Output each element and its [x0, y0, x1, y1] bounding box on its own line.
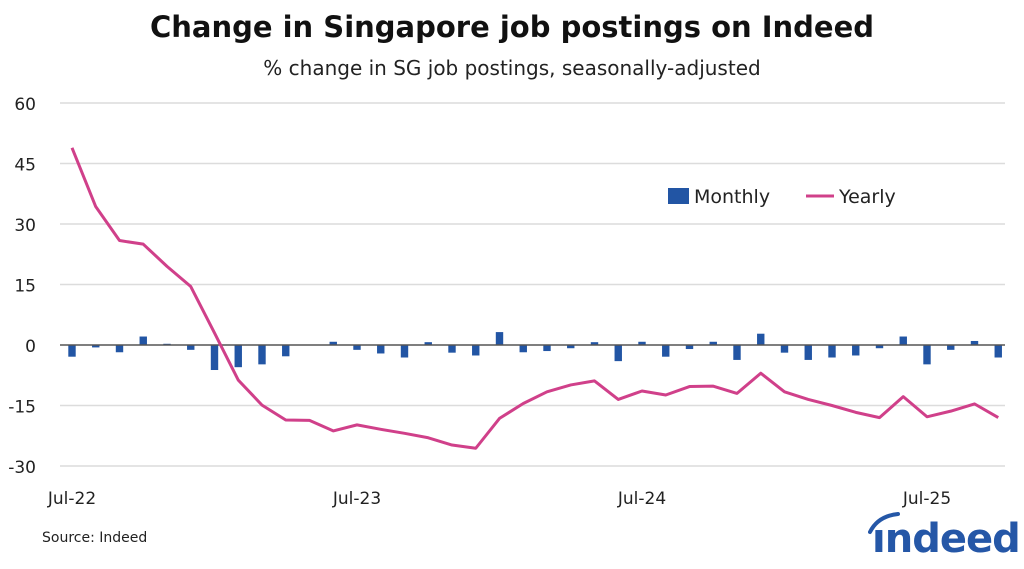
x-tick-label: Jul-23 [332, 489, 381, 509]
monthly-bar [590, 342, 599, 345]
monthly-bar [329, 341, 337, 345]
monthly-bar [543, 345, 551, 352]
x-tick-label: Jul-25 [902, 489, 951, 509]
monthly-bar [899, 336, 907, 345]
monthly-bar [472, 345, 480, 356]
monthly-bar [733, 345, 741, 360]
monthly-bar [662, 345, 670, 357]
monthly-bar [780, 345, 789, 353]
monthly-bar [68, 345, 76, 357]
y-tick-label: 45 [14, 156, 36, 176]
monthly-bar [828, 345, 836, 358]
y-tick-label: -30 [8, 458, 36, 478]
monthly-bar [234, 345, 242, 368]
monthly-bar [685, 345, 694, 350]
monthly-bar [567, 345, 575, 349]
monthly-bar [424, 342, 432, 345]
chart-subtitle: % change in SG job postings, seasonally-… [263, 56, 761, 80]
monthly-bar [258, 345, 266, 365]
indeed-logo: ındeed [868, 510, 1021, 569]
monthly-bar [210, 345, 219, 371]
monthly-bar [852, 345, 860, 356]
source-note: Source: Indeed [42, 530, 148, 546]
monthly-bar [353, 345, 361, 350]
y-tick-label: -15 [8, 398, 36, 418]
monthly-bar [994, 345, 1002, 358]
monthly-bar [400, 345, 409, 358]
monthly-bar [757, 333, 765, 345]
monthly-bar [923, 345, 931, 365]
monthly-bar [187, 345, 195, 350]
monthly-bar [495, 332, 504, 345]
monthly-bar [709, 341, 717, 345]
legend-label-yearly: Yearly [838, 186, 896, 208]
monthly-bar [614, 345, 622, 362]
chart-title: Change in Singapore job postings on Inde… [149, 10, 875, 44]
x-tick-label: Jul-22 [47, 489, 96, 509]
y-tick-label: 15 [14, 277, 36, 297]
monthly-bar [92, 345, 100, 348]
monthly-bar [804, 345, 812, 360]
legend-swatch-monthly [668, 188, 689, 204]
yearly-line [70, 147, 1000, 450]
monthly-bar [377, 345, 385, 354]
indeed-logo-graphic: ındeed [868, 512, 1021, 562]
y-tick-label: 0 [25, 337, 36, 357]
svg-text:ındeed: ındeed [872, 516, 1018, 560]
monthly-bar [139, 336, 147, 345]
x-tick-label: Jul-24 [617, 489, 666, 509]
monthly-bar [282, 345, 290, 357]
monthly-bar [638, 341, 646, 345]
y-tick-label: 60 [14, 95, 36, 115]
monthly-bar [448, 345, 456, 353]
monthly-bar [947, 345, 955, 350]
monthly-bar [875, 345, 884, 349]
legend-label-monthly: Monthly [694, 186, 770, 208]
monthly-bar [970, 340, 979, 345]
y-tick-label: 30 [14, 216, 36, 236]
monthly-bar [519, 345, 527, 353]
monthly-bar [115, 345, 124, 353]
